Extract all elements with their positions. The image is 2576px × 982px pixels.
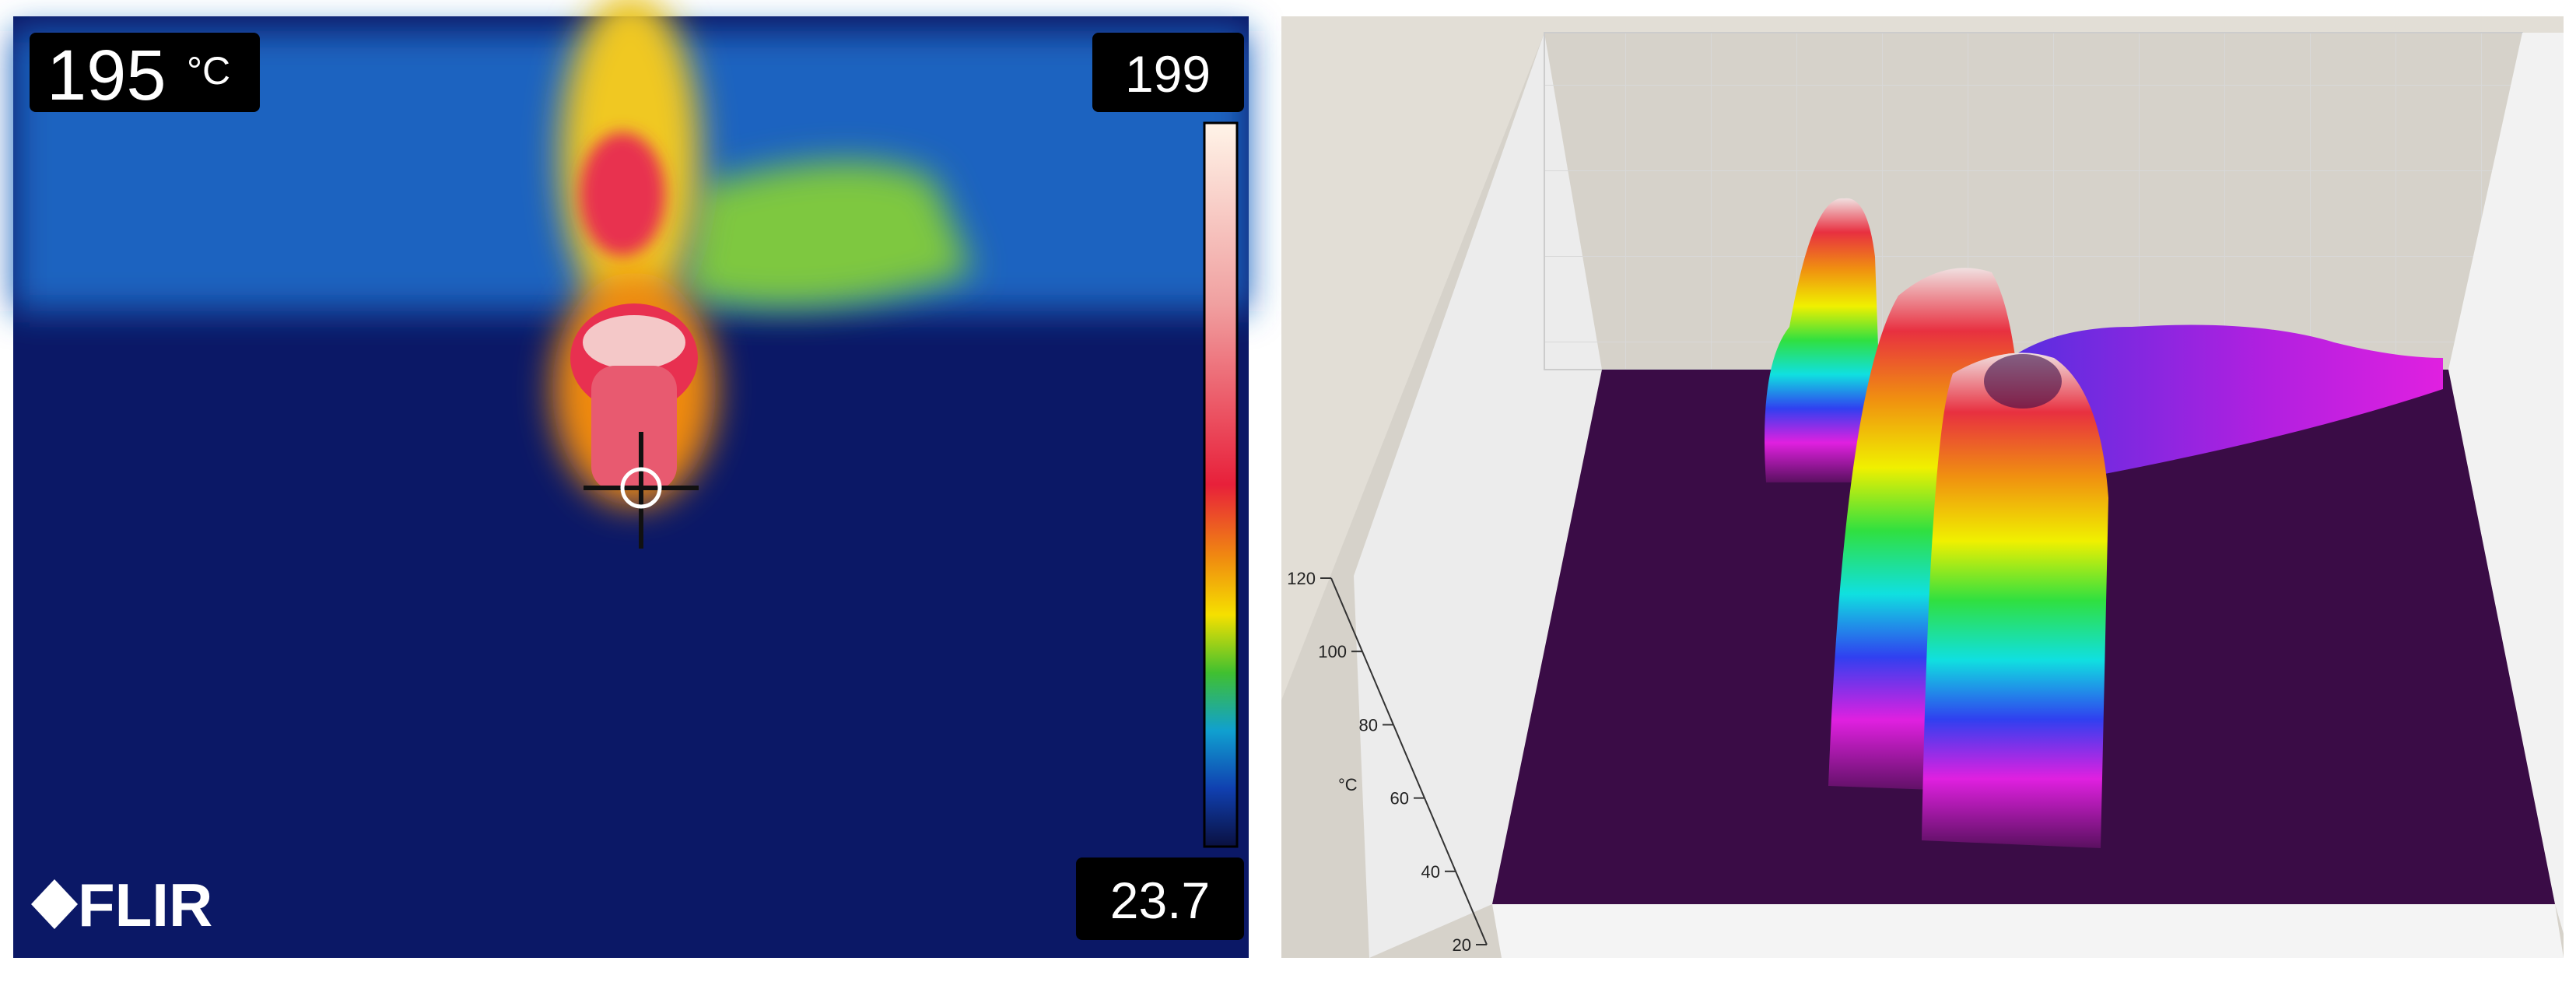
z-tick-label: 80 [1359, 715, 1378, 735]
z-axis [1330, 577, 1488, 945]
z-tick-label: 60 [1390, 789, 1409, 808]
z-tick-label: 20 [1453, 935, 1471, 955]
crosshair [584, 432, 699, 549]
z-tick-label: 40 [1421, 862, 1440, 882]
thermal-nozzle-tip [591, 366, 677, 490]
left-wall [1354, 33, 1602, 958]
z-axis-label: °C [1338, 775, 1358, 794]
right-wall [2448, 33, 2564, 934]
surface-tail [1992, 324, 2443, 475]
scale-min: 23.7 [1110, 872, 1210, 929]
front-edge [1492, 904, 2564, 958]
surface-peak [1765, 198, 1883, 483]
spot-value: 195 [47, 36, 166, 115]
color-scale [1203, 121, 1239, 848]
scale-max: 199 [1125, 45, 1211, 103]
spot-unit: °C [187, 49, 230, 93]
back-wall [1544, 32, 2523, 370]
max-box [1092, 33, 1244, 112]
logo: FLIR [78, 871, 212, 939]
thermal-nozzle-ring [583, 315, 685, 370]
thermal-plume-side [685, 161, 973, 307]
surface-peak [1922, 352, 2108, 848]
thermal-panel: 195 °C 199 23.7 FLIR [13, 0, 1249, 958]
z-tick-label: 120 [1287, 569, 1316, 588]
surface-crater [1984, 354, 2062, 409]
min-box [1076, 857, 1244, 940]
frame [1281, 16, 2564, 700]
plot3d-panel: °C 20 40 60 80 100 120 [1281, 16, 2564, 958]
spot-box [30, 33, 260, 112]
logo-icon [31, 879, 78, 929]
z-tick-label: 100 [1318, 642, 1347, 661]
thermal-hot-spot [580, 132, 665, 257]
